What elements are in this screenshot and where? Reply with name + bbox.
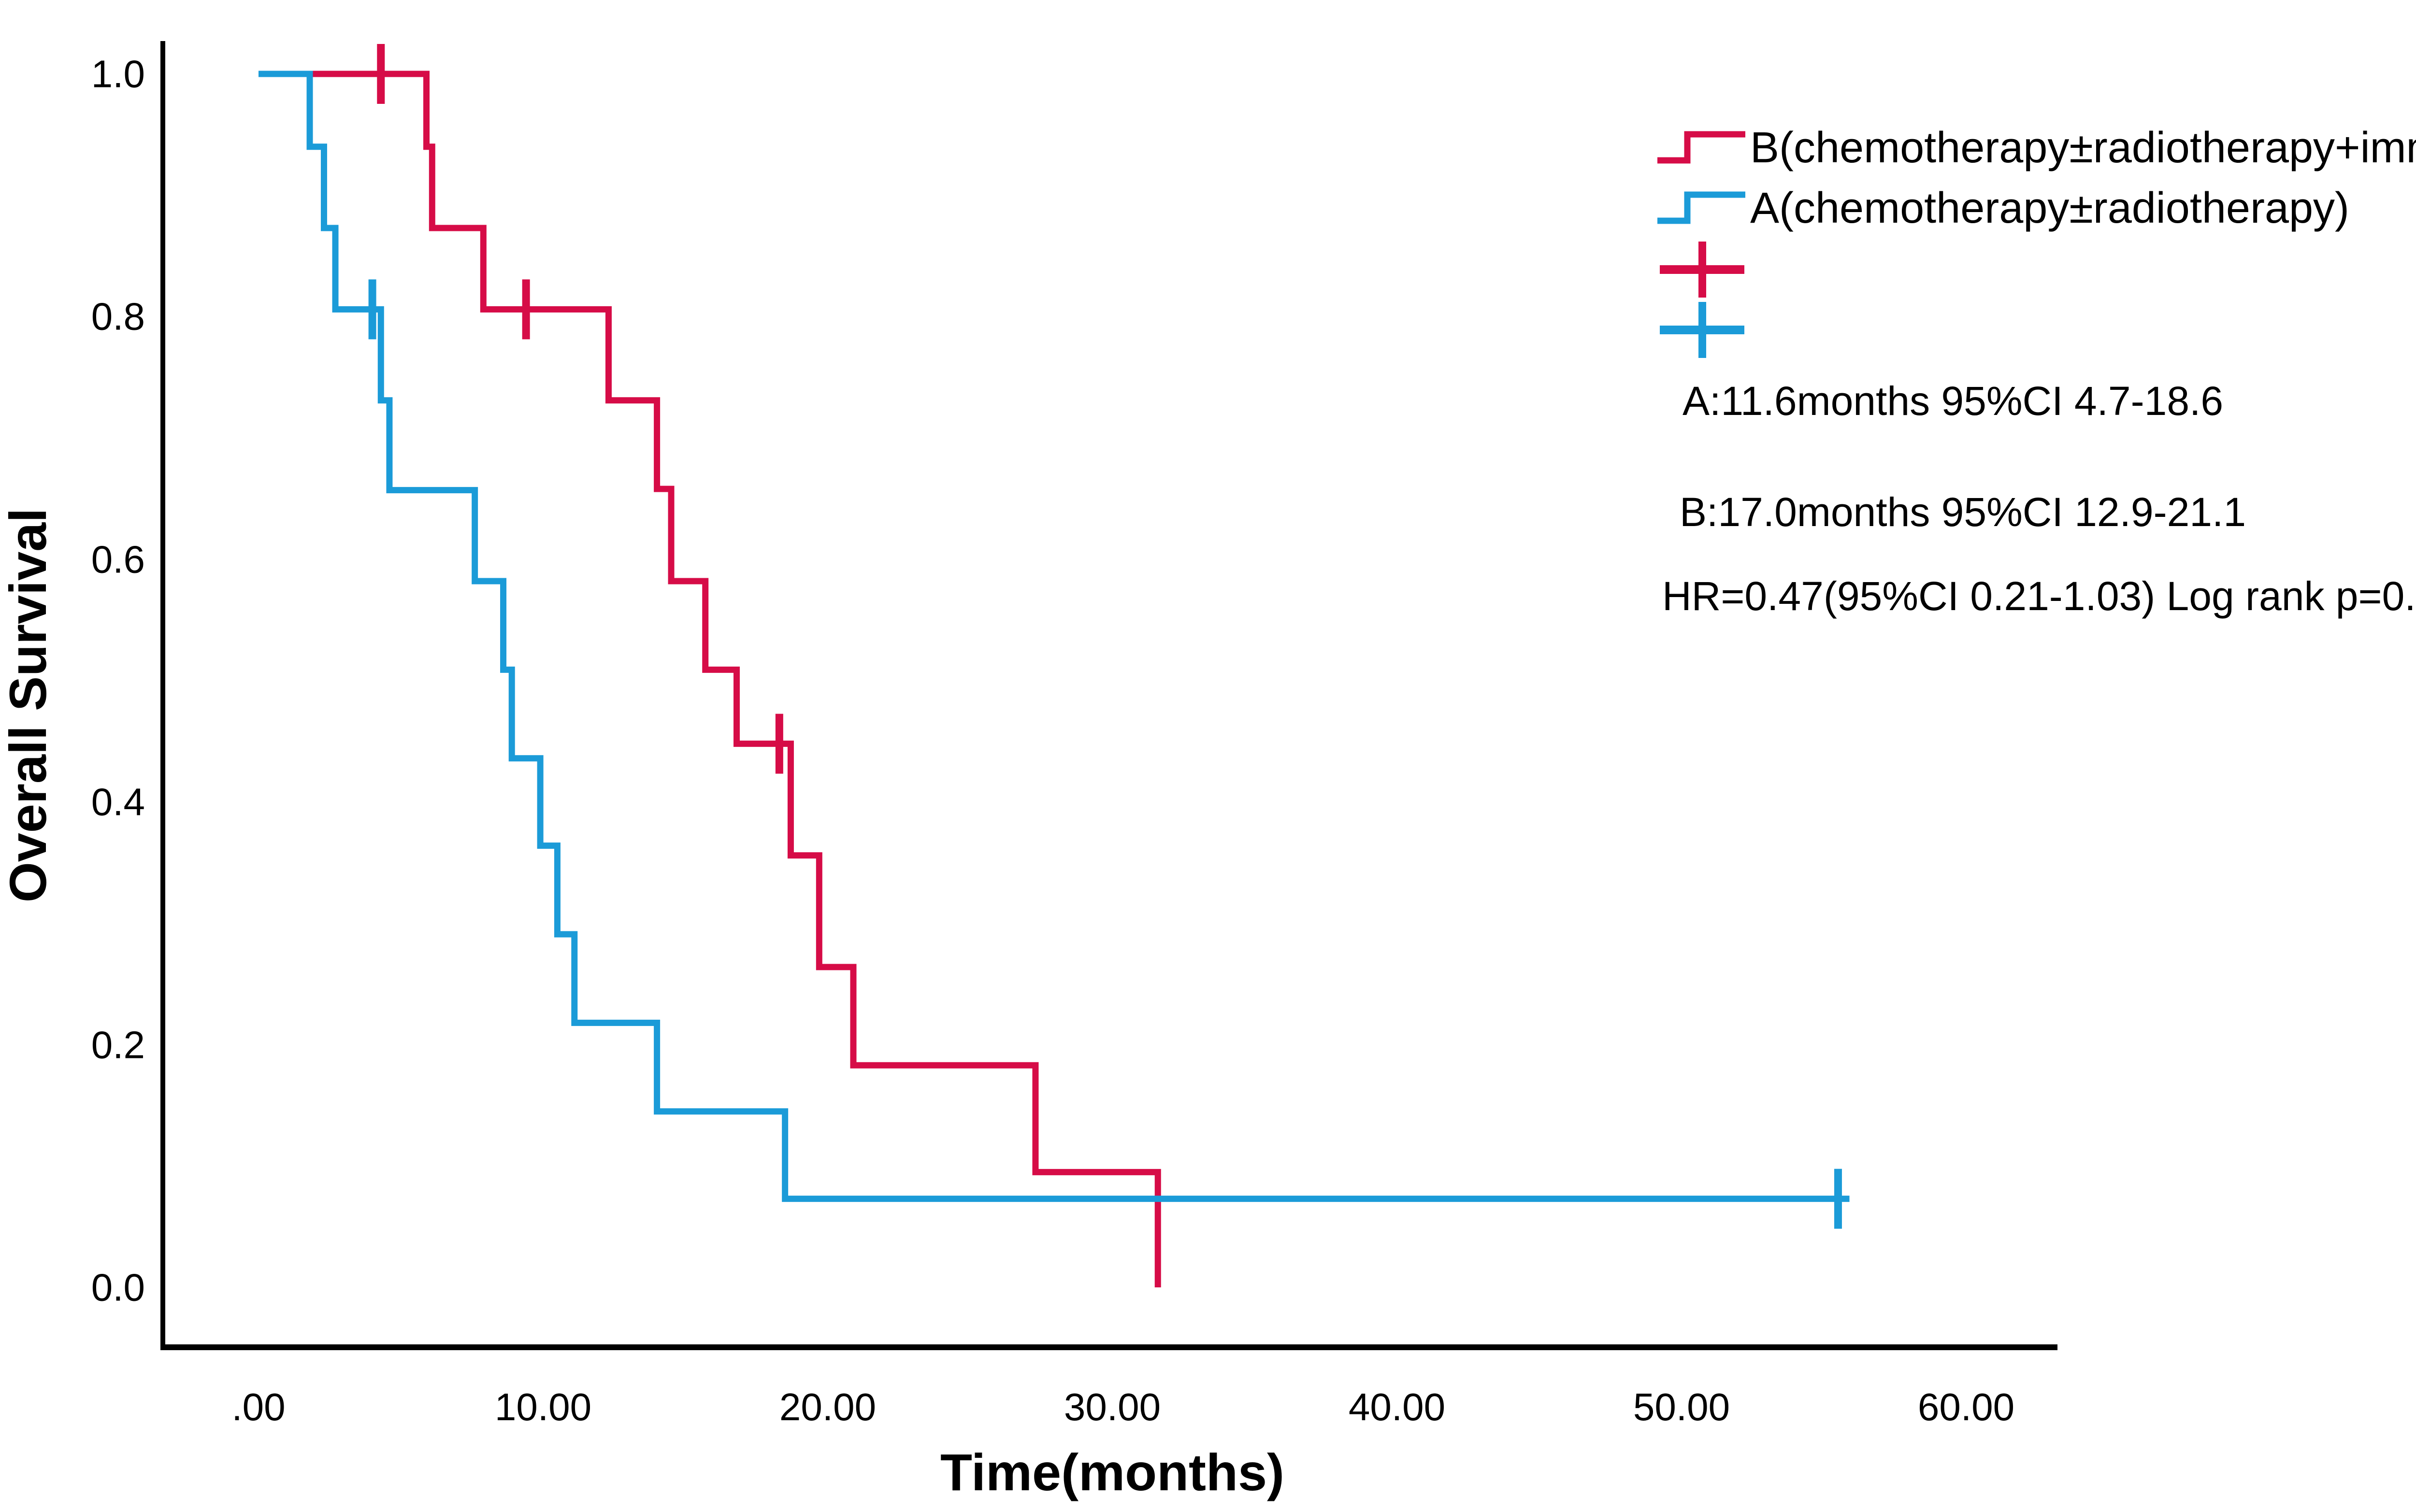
legend: B(chemotherapy±radiotherapy+immunotherap…	[1657, 124, 2416, 358]
y-tick-label: 0.8	[91, 295, 145, 338]
annotation-median-a: A:11.6months 95%CI 4.7-18.6	[1683, 378, 2223, 424]
annotation-median-b: B:17.0months 95%CI 12.9-21.1	[1680, 489, 2246, 535]
survival-curves	[259, 44, 1850, 1287]
x-tick-label: 10.00	[495, 1385, 591, 1428]
y-tick-label: 1.0	[91, 53, 145, 96]
legend-step-glyph-a	[1657, 191, 1745, 224]
x-tick-label: .00	[231, 1385, 285, 1428]
y-tick-label: 0.2	[91, 1024, 145, 1067]
y-tick-label: 0.4	[91, 781, 145, 824]
curve-b	[259, 71, 1161, 1287]
x-tick-label: 40.00	[1349, 1385, 1445, 1428]
legend-label-b: B(chemotherapy±radiotherapy+immunotherap…	[1750, 124, 2416, 172]
y-tick-label: 0.6	[91, 538, 145, 581]
x-tick-label: 60.00	[1918, 1385, 2014, 1428]
annotation-hr-logrank: HR=0.47(95%CI 0.21-1.03) Log rank p=0.05…	[1662, 573, 2416, 619]
legend-label-a: A(chemotherapy±radiotherapy)	[1750, 184, 2349, 232]
x-tick-label: 50.00	[1633, 1385, 1730, 1428]
x-tick-label: 30.00	[1064, 1385, 1161, 1428]
legend-step-glyph-b	[1657, 131, 1745, 164]
x-tick-label: 20.00	[779, 1385, 876, 1428]
x-axis-title: Time(months)	[940, 1443, 1284, 1501]
curve-a	[259, 71, 1850, 1202]
y-tick-label: 0.0	[91, 1266, 145, 1309]
legend-censor-glyph-b	[1660, 242, 1744, 298]
y-axis-title: Overall Survival	[0, 508, 57, 903]
legend-censor-glyph-a	[1660, 302, 1744, 358]
